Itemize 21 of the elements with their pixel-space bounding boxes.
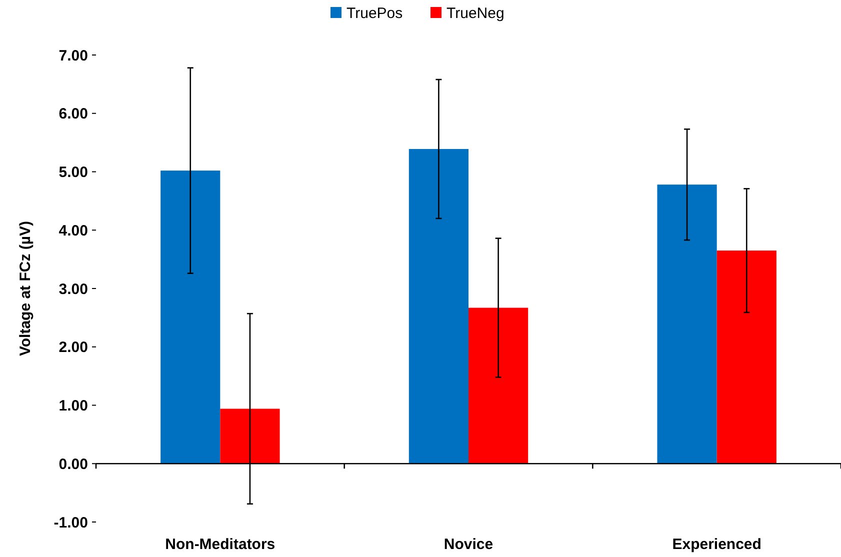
bar [657, 184, 717, 464]
bar [408, 148, 468, 464]
y-tick-label: -1.00 [54, 514, 88, 532]
bar [716, 250, 776, 464]
y-tick-label: 0.00 [58, 456, 88, 473]
y-tick-label: 6.00 [58, 106, 88, 123]
x-tick-label: Novice [444, 536, 494, 553]
y-tick-label: 4.00 [58, 222, 88, 240]
y-tick-label: 7.00 [58, 47, 88, 64]
bar [468, 308, 528, 464]
x-tick-label: Non-Meditators [165, 536, 276, 553]
y-tick-label: 2.00 [58, 339, 88, 356]
y-tick-label: 5.00 [58, 164, 88, 181]
legend-label: TrueNeg [446, 5, 504, 22]
legend-label: TruePos [346, 5, 403, 22]
bar [160, 170, 220, 464]
y-tick-label: 3.00 [58, 280, 88, 298]
y-tick-label: 1.00 [58, 398, 88, 414]
bar [220, 408, 280, 464]
y-axis-title: Voltage at FCz (µV) [17, 220, 34, 356]
x-tick-label: Experienced [672, 536, 762, 553]
